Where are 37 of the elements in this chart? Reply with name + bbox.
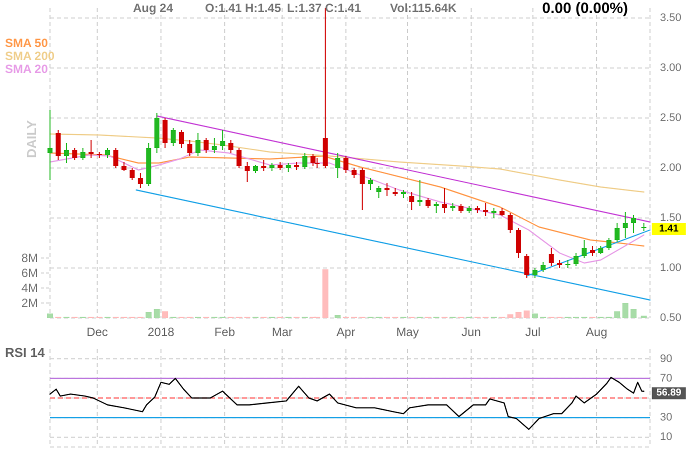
x-tick-label: Jul	[525, 325, 541, 339]
y-tick-label: 2.00	[660, 162, 682, 174]
y-tick-label: 0.50	[660, 312, 682, 324]
chart-title: RSI 14	[5, 345, 46, 360]
x-tick-label: Apr	[336, 325, 356, 339]
y-tick-label: 3.00	[660, 62, 682, 74]
x-tick-label: May	[396, 325, 419, 339]
y-tick-label: 90	[660, 352, 672, 365]
y2-tick-label: 6M	[21, 266, 38, 280]
y-tick-label: 1.50	[660, 212, 682, 224]
annotation: 1.41	[659, 224, 680, 234]
y2-tick-label: 2M	[21, 296, 38, 310]
y2-tick-label: 4M	[21, 281, 38, 295]
text: SMA 200	[5, 49, 55, 63]
x-tick-label: Feb	[214, 325, 236, 339]
annotation: H:1.45	[245, 1, 282, 15]
annotation: C:1.41	[325, 1, 362, 15]
x-tick-label: Mar	[272, 325, 293, 339]
y-tick-label: 30	[660, 412, 672, 424]
text: SMA 20	[5, 62, 48, 76]
x-tick-label: Aug	[586, 325, 608, 339]
y-tick-label: 1.00	[660, 262, 682, 274]
y-tick-label: 2.50	[660, 112, 682, 124]
annotation: Vol:115.64K	[390, 1, 457, 15]
y-tick-label: 10	[660, 431, 672, 444]
x-tick-label: 2018	[148, 325, 175, 339]
y2-tick-label: 8M	[21, 251, 38, 265]
x-tick-label: Jun	[462, 325, 481, 339]
y-tick-label: 3.50	[660, 12, 682, 24]
annotation: L:1.37	[287, 1, 322, 15]
text: SMA 50	[5, 36, 48, 50]
annotation: 56.89	[656, 388, 682, 399]
x-tick-label: Dec	[86, 325, 108, 339]
annotation: 0.00 (0.00%)	[542, 0, 628, 17]
annotation: Aug 24	[133, 1, 174, 15]
y-tick-label: 70	[660, 372, 672, 384]
annotation: O:1.41	[205, 1, 242, 15]
